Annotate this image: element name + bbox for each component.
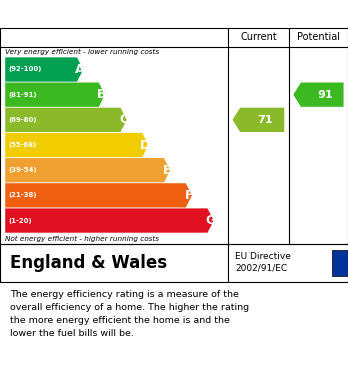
Text: (21-38): (21-38) xyxy=(8,192,37,198)
Text: (1-20): (1-20) xyxy=(8,217,32,224)
Text: (55-68): (55-68) xyxy=(8,142,36,148)
Polygon shape xyxy=(5,108,127,132)
Text: (39-54): (39-54) xyxy=(8,167,37,173)
Polygon shape xyxy=(293,83,343,107)
Text: 71: 71 xyxy=(257,115,272,125)
Text: England & Wales: England & Wales xyxy=(10,254,168,272)
Text: (81-91): (81-91) xyxy=(8,91,37,98)
Text: D: D xyxy=(140,138,150,152)
Polygon shape xyxy=(5,57,83,82)
Text: 91: 91 xyxy=(317,90,333,100)
Polygon shape xyxy=(232,108,284,132)
Text: Not energy efficient - higher running costs: Not energy efficient - higher running co… xyxy=(5,236,159,242)
Text: F: F xyxy=(185,189,193,202)
Text: Energy Efficiency Rating: Energy Efficiency Rating xyxy=(10,7,220,22)
Text: Very energy efficient - lower running costs: Very energy efficient - lower running co… xyxy=(5,49,159,55)
Text: C: C xyxy=(119,113,128,126)
Text: G: G xyxy=(206,214,216,227)
Polygon shape xyxy=(5,183,192,208)
FancyBboxPatch shape xyxy=(332,249,348,276)
Text: Potential: Potential xyxy=(297,32,340,42)
Text: E: E xyxy=(163,164,171,177)
Polygon shape xyxy=(5,158,170,182)
Polygon shape xyxy=(5,83,105,107)
Polygon shape xyxy=(5,133,149,157)
Text: (92-100): (92-100) xyxy=(8,66,41,72)
Text: (69-80): (69-80) xyxy=(8,117,37,123)
Polygon shape xyxy=(5,208,214,233)
Text: The energy efficiency rating is a measure of the
overall efficiency of a home. T: The energy efficiency rating is a measur… xyxy=(10,290,250,338)
Text: EU Directive
2002/91/EC: EU Directive 2002/91/EC xyxy=(235,252,291,273)
Text: Current: Current xyxy=(240,32,277,42)
Text: A: A xyxy=(75,63,85,76)
Text: B: B xyxy=(97,88,106,101)
